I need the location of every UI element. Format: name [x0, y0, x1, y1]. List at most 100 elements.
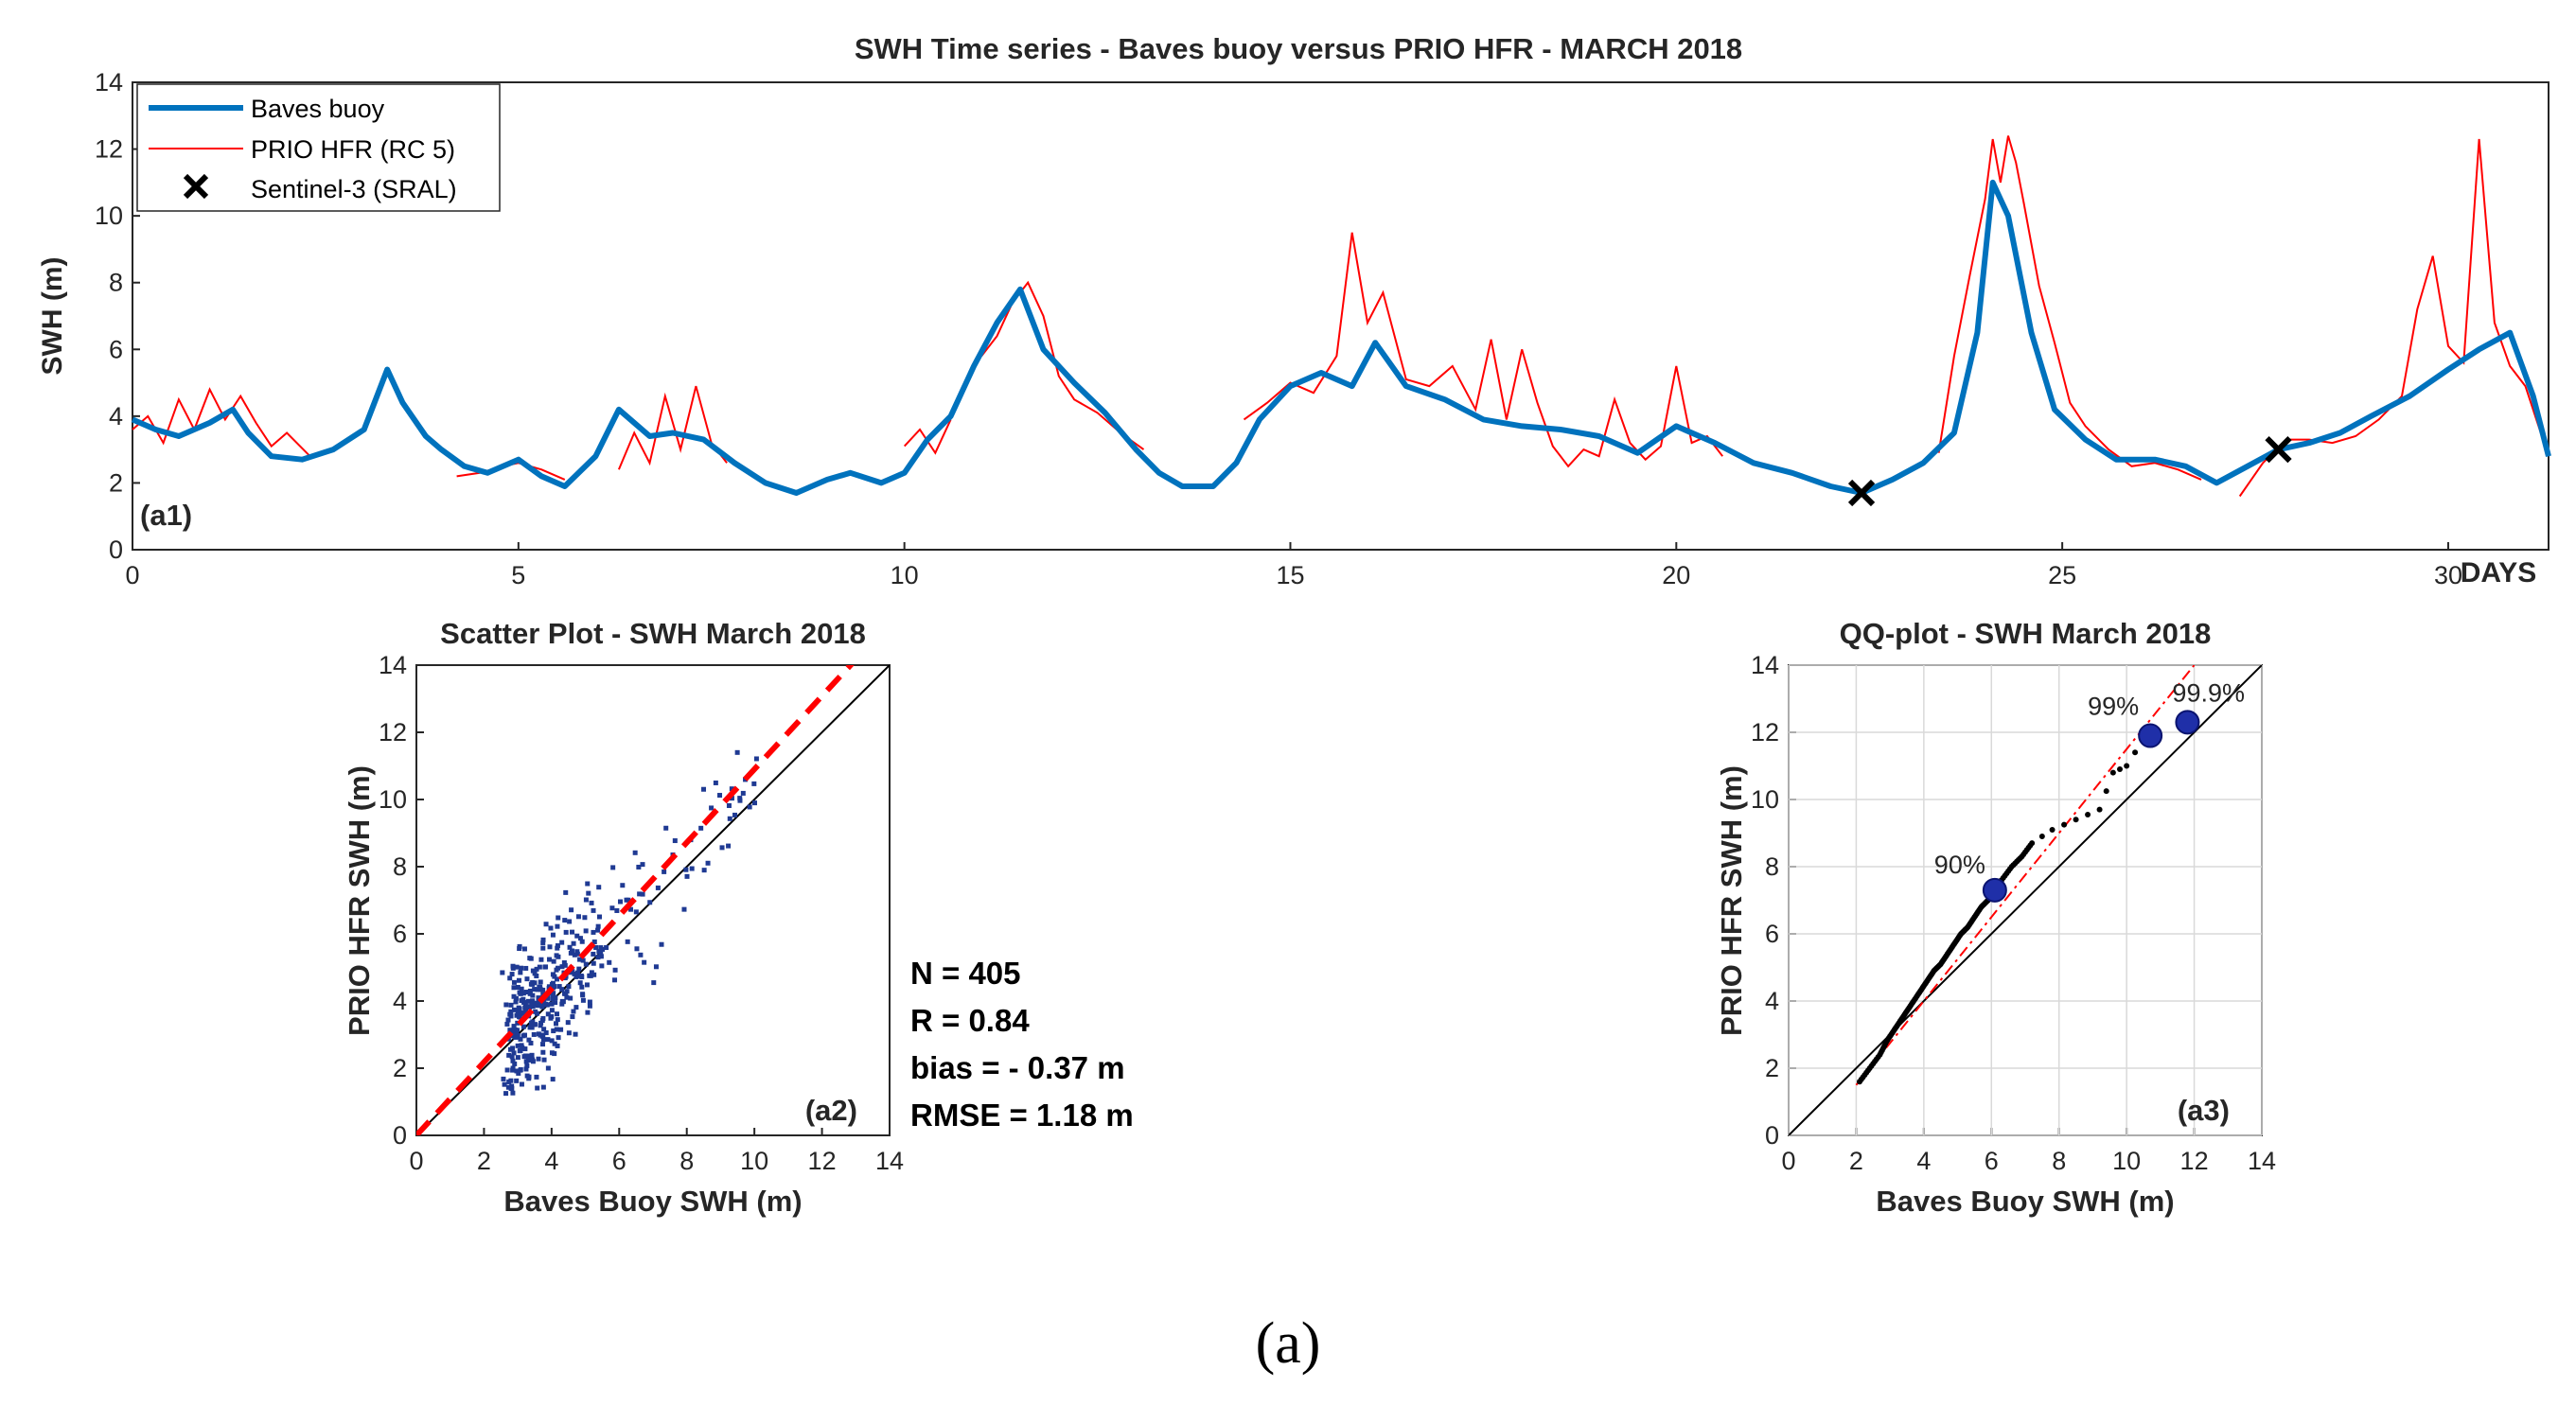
a2-scatter-point	[511, 993, 517, 999]
a2-scatter-point	[515, 1055, 520, 1061]
a3-ylabel: PRIO HFR SWH (m)	[1715, 765, 1748, 1036]
a2-xtick-label: 0	[409, 1147, 423, 1175]
a2-points-group	[416, 665, 890, 1135]
a2-scatter-point	[556, 915, 561, 921]
a2-scatter-point	[534, 966, 539, 972]
a2-xtick-label: 12	[808, 1147, 837, 1175]
a2-scatter-point	[540, 945, 546, 951]
a2-scatter-point	[633, 909, 639, 915]
a2-scatter-point	[550, 980, 556, 986]
a2-scatter-point	[523, 990, 529, 995]
a2-scatter-point	[584, 982, 590, 988]
a2-scatter-point	[595, 923, 601, 929]
a3-percentile-label: 99.9%	[2172, 678, 2245, 707]
a2-scatter-point	[737, 796, 743, 801]
a2-ytick-label: 14	[379, 651, 407, 679]
a2-scatter-point	[529, 1052, 535, 1058]
a2-xlabel: Baves Buoy SWH (m)	[503, 1185, 802, 1218]
a2-scatter-point	[538, 1003, 543, 1009]
a3-ytick-label: 6	[1765, 920, 1779, 948]
a2-scatter-point	[620, 883, 626, 888]
a2-scatter-point	[578, 973, 584, 978]
a2-scatter-point	[566, 1030, 572, 1036]
a2-scatter-point	[552, 1051, 557, 1057]
a2-scatter-point	[520, 1024, 526, 1029]
a2-ytick-label: 0	[393, 1121, 407, 1150]
a2-xtick-label: 8	[679, 1147, 694, 1175]
a2-scatter-point	[540, 1032, 546, 1038]
a2-scatter-point	[591, 951, 596, 957]
a2-scatter-point	[511, 1050, 517, 1056]
a2-scatter-point	[525, 998, 531, 1004]
a2-scatter-point	[579, 939, 585, 944]
a2-scatter-point	[583, 961, 589, 967]
a2-scatter-point	[609, 905, 615, 911]
hfr-series-line	[1937, 135, 2202, 481]
a2-scatter-point	[540, 1015, 546, 1021]
a3-percentile-marker	[2138, 723, 2163, 748]
a2-scatter-point	[726, 802, 732, 808]
a2-scatter-point	[574, 970, 580, 975]
a2-scatter-point	[598, 950, 604, 956]
a2-scatter-point	[740, 790, 746, 796]
a2-scatter-point	[508, 1009, 514, 1014]
a2-scatter-point	[559, 1001, 565, 1007]
a2-scatter-point	[604, 944, 609, 950]
a2-scatter-point	[546, 957, 552, 962]
a2-scatter-point	[729, 786, 734, 792]
a2-scatter-point	[567, 919, 573, 924]
a2-scatter-point	[626, 897, 631, 903]
a2-scatter-point	[538, 979, 543, 985]
a2-scatter-point	[637, 891, 643, 897]
a2-scatter-point	[571, 1009, 576, 1014]
a2-scatter-point	[659, 941, 664, 947]
a2-scatter-point	[554, 1027, 559, 1032]
a3-ticks: 0 2 4 6 8 10 12 14 0 2 4 6 8 10 12 14	[1751, 651, 2276, 1175]
a1-xtick-label: 20	[1662, 561, 1690, 589]
a2-scatter-point	[532, 980, 538, 986]
a3-ytick-label: 14	[1751, 651, 1779, 679]
a2-scatter-point	[596, 885, 602, 890]
a3-ytick-label: 10	[1751, 785, 1779, 814]
a2-scatter-point	[550, 1077, 556, 1082]
a2-scatter-point	[572, 952, 577, 957]
a2-scatter-point	[614, 907, 620, 913]
a2-scatter-point	[577, 957, 583, 962]
a3-title: QQ-plot - SWH March 2018	[1840, 617, 2212, 650]
a2-scatter-point	[538, 957, 544, 962]
a2-scatter-point	[569, 907, 574, 913]
legend-label-sentinel: Sentinel-3 (SRAL)	[251, 175, 457, 203]
a2-scatter-point	[543, 964, 549, 970]
a2-scatter-point	[540, 1084, 546, 1090]
a2-scatter-point	[521, 999, 527, 1005]
a2-scatter-point	[513, 999, 519, 1005]
a2-stat-bias: bias = - 0.37 m	[910, 1050, 1125, 1085]
a3-xtick-label: 8	[2052, 1147, 2066, 1175]
a2-scatter-point	[527, 1025, 533, 1030]
a1-xlabel: DAYS	[2461, 557, 2537, 589]
a2-scatter-point	[518, 1036, 523, 1042]
a2-scatter-point	[563, 889, 569, 895]
a2-scatter-point	[575, 914, 581, 920]
a2-scatter-point	[504, 1021, 510, 1027]
a2-scatter-point	[563, 991, 569, 996]
a2-scatter-point	[540, 940, 546, 945]
a2-scatter-point	[580, 997, 586, 1003]
a2-scatter-point	[530, 993, 536, 998]
a2-scatter-point	[523, 1066, 529, 1072]
a2-scatter-point	[719, 845, 725, 851]
a2-scatter-point	[532, 1022, 538, 1028]
a2-scatter-point	[585, 881, 591, 887]
a2-scatter-point	[640, 891, 645, 897]
a2-scatter-point	[508, 1078, 514, 1083]
a3-xtick-label: 4	[1916, 1147, 1931, 1175]
a3-quantile-point	[2038, 834, 2045, 840]
a3-quantile-point	[2103, 788, 2109, 795]
a2-scatter-point	[516, 977, 521, 983]
a2-scatter-point	[563, 929, 569, 935]
a2-scatter-point	[549, 1038, 555, 1044]
a2-scatter-point	[573, 1031, 578, 1037]
a2-scatter-point	[653, 964, 659, 970]
a2-scatter-point	[521, 1054, 527, 1060]
a2-scatter-point	[591, 929, 596, 935]
